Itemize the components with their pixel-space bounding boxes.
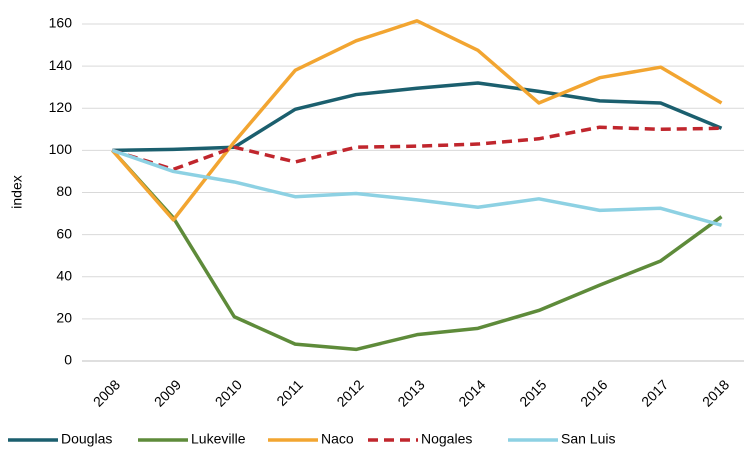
x-tick-label: 2011 [273, 376, 306, 409]
y-tick-label: 140 [49, 57, 73, 73]
x-tick-label: 2014 [455, 376, 488, 409]
series-line [111, 125, 722, 172]
x-tick-label: 2017 [638, 376, 671, 409]
x-tick-label: 2012 [333, 376, 366, 409]
y-tick-label: 20 [56, 310, 72, 326]
legend-label: Lukeville [191, 431, 246, 447]
series-line [111, 19, 723, 222]
legend-label: Douglas [61, 431, 112, 447]
legend-label: San Luis [561, 431, 615, 447]
series-line [111, 149, 723, 352]
y-tick-label: 100 [49, 141, 73, 157]
y-tick-label: 60 [56, 225, 72, 241]
legend-label: Naco [321, 431, 354, 447]
x-tick-label: 2010 [212, 376, 245, 409]
x-tick-label: 2013 [394, 376, 427, 409]
x-tick-label: 2018 [699, 376, 732, 409]
series-line [111, 148, 723, 227]
y-tick-label: 80 [56, 183, 72, 199]
x-tick-label: 2008 [90, 376, 123, 409]
y-tick-label: 160 [49, 15, 73, 31]
x-tick-label: 2009 [151, 376, 184, 409]
x-tick-label: 2016 [577, 376, 610, 409]
y-axis-label: index [9, 175, 25, 208]
y-tick-label: 120 [49, 99, 73, 115]
legend-label: Nogales [421, 431, 472, 447]
y-tick-label: 40 [56, 267, 72, 283]
series-line [112, 81, 723, 153]
x-tick-label: 2015 [516, 376, 549, 409]
y-tick-label: 0 [64, 352, 72, 368]
